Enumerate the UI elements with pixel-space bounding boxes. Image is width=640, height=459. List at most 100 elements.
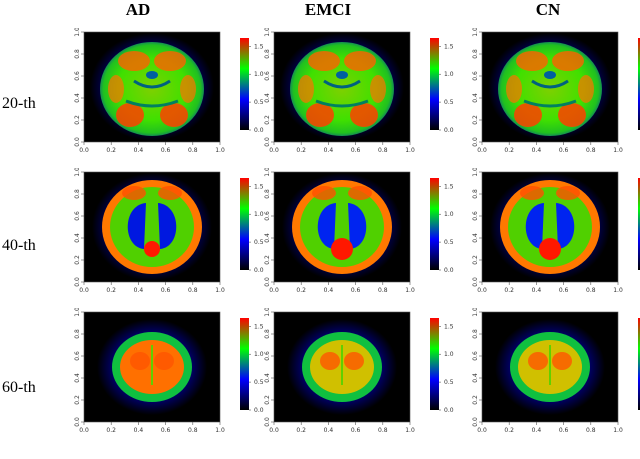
colorbar: [430, 38, 439, 130]
x-tick-label: 1.0: [215, 147, 225, 154]
y-tick-label: 0.0: [472, 277, 479, 287]
x-tick-label: 0.4: [134, 287, 144, 294]
brain-panel-ad-40-th: 0.0 0.2 0.4 0.6 0.8 1.0 0.0 0.2 0.4 0.6 0.8 1.0 0.0 0…: [62, 167, 267, 313]
row-label-20th: 20-th: [2, 95, 36, 112]
x-tick-label: 0.4: [324, 287, 334, 294]
y-tick-label: 0.8: [472, 49, 479, 59]
brain-panel-cn-40-th: 0.00.20.40.60.81.00.00.20.40.60.81.00.00…: [460, 167, 640, 313]
colorbar-tick-label: 0.0: [444, 267, 454, 274]
colorbar-tick-label: 0.5: [254, 379, 264, 386]
x-tick-label: 1.0: [215, 287, 225, 294]
x-tick-label: 0.0: [477, 147, 487, 154]
y-tick-label: 0.0: [264, 277, 271, 287]
y-tick-label: 0.6: [264, 211, 271, 221]
x-tick-label: 0.4: [134, 147, 144, 154]
x-tick-label: 0.2: [504, 147, 514, 154]
x-tick-label: 0.2: [106, 287, 116, 294]
x-tick-label: 1.0: [405, 287, 415, 294]
brain-panel-ad-60-th: 0.0 0.2 0.4 0.6 0.8 1.0 0.0 0.2 0.4 0.6 0.8 1.0 0.0 0…: [62, 307, 267, 453]
y-tick-label: 0.4: [264, 373, 271, 383]
y-tick-label: 0.4: [74, 373, 81, 383]
y-tick-label: 0.8: [264, 49, 271, 59]
brain-panel-emci-20-th: 0.0 0.2 0.4 0.6 0.8 1.0 0.0 0.2 0.4 0.6 0.8 1.0 0.0 0…: [252, 27, 457, 173]
y-tick-label: 0.2: [264, 255, 271, 265]
colorbar-tick-label: 1.0: [254, 351, 264, 358]
x-tick-label: 0.2: [504, 427, 514, 434]
x-tick-label: 1.0: [613, 427, 623, 434]
y-tick-label: 0.6: [74, 351, 81, 361]
x-tick-label: 1.0: [613, 287, 623, 294]
y-tick-label: 0.0: [74, 417, 81, 427]
x-tick-label: 0.0: [269, 287, 279, 294]
brain-scan-image: 0.0 0.2 0.4 0.6 0.8 1.0 0.0 0.2 0.4 0.6 0.8 1.0 0.0 0…: [74, 167, 264, 294]
x-tick-label: 0.8: [586, 147, 596, 154]
colorbar-tick-label: 1.5: [444, 323, 454, 330]
x-tick-label: 0.6: [559, 147, 569, 154]
x-tick-label: 0.8: [188, 427, 198, 434]
colorbar-tick-label: 1.5: [444, 183, 454, 190]
brain-scan-image: 0.0 0.2 0.4 0.6 0.8 1.0 0.0 0.2 0.4 0.6 0.8 1.0 0.0 0…: [264, 27, 454, 154]
x-tick-label: 1.0: [613, 147, 623, 154]
brain-panel-cn-60-th: 0.00.20.40.60.81.00.00.20.40.60.81.00.00…: [460, 307, 640, 453]
x-tick-label: 0.2: [296, 427, 306, 434]
y-tick-label: 0.6: [264, 71, 271, 81]
colorbar: [638, 38, 640, 130]
x-tick-label: 0.6: [161, 147, 171, 154]
brain-panel-cn-20-th: 0.00.20.40.60.81.00.00.20.40.60.81.00.00…: [460, 27, 640, 173]
y-tick-label: 0.8: [74, 329, 81, 339]
x-tick-label: 0.6: [351, 427, 361, 434]
y-tick-label: 0.2: [74, 255, 81, 265]
y-tick-label: 1.0: [472, 28, 479, 37]
y-tick-label: 0.0: [264, 417, 271, 427]
colorbar-tick-label: 0.5: [444, 239, 454, 246]
x-tick-label: 0.8: [378, 427, 388, 434]
y-tick-label: 1.0: [472, 168, 479, 177]
y-tick-label: 0.4: [472, 373, 479, 383]
colorbar-tick-label: 0.0: [444, 127, 454, 134]
y-tick-label: 0.4: [472, 233, 479, 243]
colorbar: [638, 318, 640, 410]
y-tick-label: 0.2: [74, 115, 81, 125]
colorbar-tick-label: 1.0: [444, 71, 454, 78]
colorbar-tick-label: 1.0: [444, 351, 454, 358]
y-tick-label: 0.4: [264, 93, 271, 103]
y-tick-label: 0.2: [74, 395, 81, 405]
y-tick-label: 0.8: [74, 49, 81, 59]
y-tick-label: 0.6: [74, 211, 81, 221]
y-tick-label: 0.8: [472, 329, 479, 339]
colorbar-tick-label: 0.5: [444, 99, 454, 106]
x-tick-label: 0.6: [161, 287, 171, 294]
y-tick-label: 0.2: [264, 115, 271, 125]
column-title-cn: CN: [535, 0, 561, 19]
y-tick-label: 1.0: [264, 168, 271, 177]
y-tick-label: 1.0: [74, 168, 81, 177]
y-tick-label: 1.0: [472, 308, 479, 317]
y-tick-label: 0.0: [472, 137, 479, 147]
x-tick-label: 0.6: [351, 287, 361, 294]
brain-scan-image: 0.0 0.2 0.4 0.6 0.8 1.0 0.0 0.2 0.4 0.6 0.8 1.0 0.0 0…: [264, 307, 454, 434]
colorbar: [240, 318, 249, 410]
y-tick-label: 0.0: [264, 137, 271, 147]
x-tick-label: 0.6: [351, 147, 361, 154]
column-title-emci: EMCI: [304, 0, 352, 19]
y-tick-label: 0.6: [472, 351, 479, 361]
y-tick-label: 0.4: [472, 93, 479, 103]
y-tick-label: 0.8: [472, 189, 479, 199]
x-tick-label: 0.0: [269, 427, 279, 434]
colorbar-tick-label: 1.5: [444, 43, 454, 50]
x-tick-label: 0.4: [134, 427, 144, 434]
colorbar-tick-label: 0.0: [254, 267, 264, 274]
y-tick-label: 1.0: [74, 308, 81, 317]
y-tick-label: 0.4: [74, 233, 81, 243]
y-tick-label: 0.8: [264, 329, 271, 339]
x-tick-label: 0.8: [188, 287, 198, 294]
row-label-60th: 60-th: [2, 379, 36, 396]
colorbar-tick-label: 0.5: [444, 379, 454, 386]
colorbar: [430, 178, 439, 270]
x-tick-label: 0.2: [504, 287, 514, 294]
x-tick-label: 0.6: [161, 427, 171, 434]
x-tick-label: 0.2: [106, 147, 116, 154]
x-tick-label: 0.8: [586, 287, 596, 294]
colorbar-tick-label: 1.5: [254, 43, 264, 50]
y-tick-label: 0.2: [264, 395, 271, 405]
